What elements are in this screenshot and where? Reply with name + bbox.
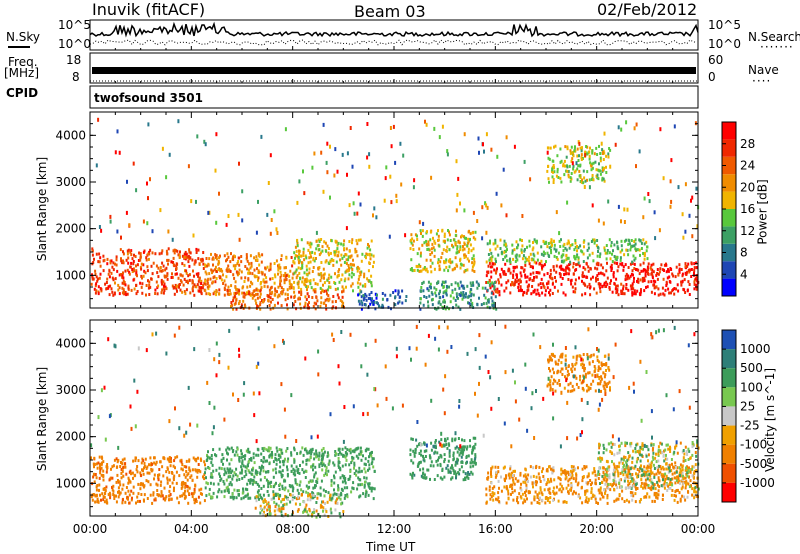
power-colorbar-swatch	[722, 191, 736, 209]
velocity-scatter-cells	[90, 324, 700, 519]
velocity-colorbar-frame	[721, 329, 737, 503]
cpid-program: twofsound 3501	[94, 91, 203, 105]
velocity-xtick-label: 16:00	[478, 522, 513, 536]
power-colorbar-swatch	[722, 209, 736, 227]
velocity-xtick-label: 12:00	[377, 522, 412, 536]
nsky-series-line	[89, 21, 699, 38]
noise-tick-right-top: 10^5	[708, 18, 741, 32]
nave-legend-dots: ····	[752, 74, 772, 88]
power-colorbar-swatch	[722, 122, 736, 140]
freq-tick-left-bottom: 8	[72, 70, 80, 84]
noise-tick-left-bottom: 10^0	[58, 37, 91, 51]
velocity-colorbar-swatch	[722, 387, 736, 407]
velocity-xtick-label: 00:00	[73, 522, 108, 536]
freq-tick-left-top: 18	[66, 53, 82, 67]
nsky-legend-line	[8, 46, 30, 48]
freq-label-2: [MHz]	[4, 66, 40, 80]
power-colorbar-tick-label: 4	[740, 267, 748, 281]
velocity-xtick-label: 04:00	[174, 522, 209, 536]
velocity-colorbar-tick-label: -100	[740, 438, 767, 452]
velocity-ytick-label: 3000	[55, 383, 86, 397]
velocity-colorbar-swatch	[722, 482, 736, 502]
velocity-colorbar-swatch	[722, 330, 736, 350]
power-colorbar-tick-label: 12	[740, 224, 755, 238]
velocity-colorbar-tick-label: -500	[740, 457, 767, 471]
power-colorbar-swatch	[722, 174, 736, 192]
power-colorbar-swatch	[722, 278, 736, 296]
nave-label: Nave	[748, 63, 779, 77]
power-colorbar-tick-label: 16	[740, 202, 755, 216]
velocity-colorbar-tick-label: 100	[740, 380, 763, 394]
velocity-colorbar-swatch	[722, 444, 736, 464]
power-colorbar-tick-label: 28	[740, 137, 755, 151]
power-ytick-label: 2000	[55, 222, 86, 236]
station-title: Inuvik (fitACF)	[92, 0, 206, 19]
velocity-colorbar-swatch	[722, 368, 736, 388]
noise-tick-left-top: 10^5	[58, 18, 91, 32]
velocity-colorbar-tick-label: 1000	[740, 342, 771, 356]
velocity-ytick-label: 1000	[55, 476, 86, 490]
power-ytick-label: 3000	[55, 175, 86, 189]
velocity-xtick-label: 00:00	[681, 522, 716, 536]
nsearch-legend-dots: ·······	[760, 40, 794, 54]
power-colorbar-swatch	[722, 139, 736, 157]
power-colorbar-tick-label: 24	[740, 159, 755, 173]
nsearch-series-line	[89, 39, 697, 46]
noise-tick-right-bottom: 10^0	[708, 37, 741, 51]
freq-series-band	[92, 67, 696, 74]
power-colorbar-swatch	[722, 243, 736, 262]
velocity-colorbar-swatch	[722, 425, 736, 445]
date-title: 02/Feb/2012	[597, 0, 698, 19]
power-colorbar-swatch	[722, 226, 736, 244]
velocity-colorbar-tick-label: -1000	[740, 476, 775, 490]
velocity-colorbar-tick-label: 500	[740, 361, 763, 375]
cpid-label: CPID	[6, 86, 39, 100]
velocity-ytick-label: 4000	[55, 336, 86, 350]
power-colorbar-swatch	[722, 156, 736, 175]
velocity-colorbar-tick-label: 25	[740, 399, 755, 413]
power-colorbar-tick-label: 20	[740, 180, 755, 194]
freq-label-1: Freq.	[8, 55, 38, 69]
power-colorbar-tick-label: 8	[740, 246, 748, 260]
velocity-xtick-label: 08:00	[275, 522, 310, 536]
power-scatter-cells	[90, 117, 700, 311]
power-ytick-label: 1000	[55, 268, 86, 282]
velocity-colorbar-swatch	[722, 463, 736, 483]
power-ytick-label: 4000	[55, 128, 86, 142]
x-axis-title: Time UT	[366, 540, 416, 554]
beam-title: Beam 03	[354, 2, 426, 21]
nsky-label: N.Sky	[6, 30, 41, 44]
velocity-colorbar-swatch	[722, 349, 736, 369]
velocity-colorbar-tick-label: -25	[740, 419, 760, 433]
velocity-ytick-label: 2000	[55, 430, 86, 444]
velocity-xtick-label: 20:00	[579, 522, 614, 536]
nave-tick-right-bottom: 0	[708, 70, 716, 84]
power-colorbar-swatch	[722, 261, 736, 279]
cpid-panel-frame	[89, 85, 699, 109]
nsearch-label: N.Search	[748, 30, 800, 44]
velocity-colorbar-swatch	[722, 406, 736, 426]
nave-tick-right-top: 60	[708, 53, 724, 67]
